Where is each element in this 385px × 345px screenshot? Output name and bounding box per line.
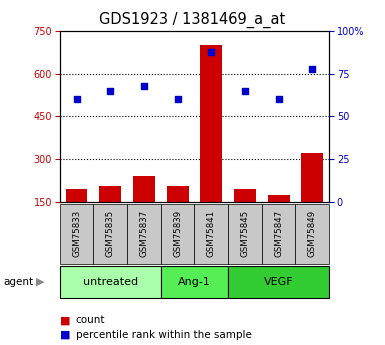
Text: GSM75849: GSM75849	[308, 210, 317, 257]
Text: GSM75847: GSM75847	[274, 210, 283, 257]
Bar	[194, 204, 228, 264]
Point	[107, 88, 113, 93]
Bar	[234, 189, 256, 202]
Bar	[228, 204, 262, 264]
Point	[242, 88, 248, 93]
Text: GSM75833: GSM75833	[72, 210, 81, 257]
Bar	[296, 204, 329, 264]
Bar	[127, 204, 161, 264]
Text: GSM75839: GSM75839	[173, 210, 182, 257]
Point	[141, 83, 147, 88]
Text: GSM75837: GSM75837	[139, 210, 148, 257]
Bar	[99, 186, 121, 202]
Text: GSM75835: GSM75835	[106, 210, 115, 257]
Text: untreated: untreated	[83, 277, 138, 287]
Point	[276, 97, 282, 102]
Bar	[228, 266, 329, 298]
Bar	[133, 176, 155, 202]
Text: agent: agent	[4, 277, 34, 287]
Bar	[93, 204, 127, 264]
Bar	[167, 186, 189, 202]
Bar	[161, 266, 228, 298]
Text: Ang-1: Ang-1	[178, 277, 211, 287]
Text: ▶: ▶	[36, 277, 44, 287]
Bar	[200, 45, 222, 202]
Bar	[161, 204, 194, 264]
Point	[174, 97, 181, 102]
Bar	[301, 154, 323, 202]
Text: percentile rank within the sample: percentile rank within the sample	[76, 330, 252, 339]
Text: GDS1923 / 1381469_a_at: GDS1923 / 1381469_a_at	[99, 12, 286, 28]
Bar	[262, 204, 296, 264]
Point	[309, 66, 315, 71]
Bar	[65, 189, 87, 202]
Bar	[60, 266, 161, 298]
Text: ■: ■	[60, 315, 70, 325]
Text: ■: ■	[60, 330, 70, 339]
Text: count: count	[76, 315, 105, 325]
Text: GSM75841: GSM75841	[207, 210, 216, 257]
Point	[208, 49, 214, 54]
Text: GSM75845: GSM75845	[241, 210, 249, 257]
Bar	[268, 195, 290, 202]
Bar	[60, 204, 93, 264]
Point	[74, 97, 80, 102]
Text: VEGF: VEGF	[264, 277, 293, 287]
